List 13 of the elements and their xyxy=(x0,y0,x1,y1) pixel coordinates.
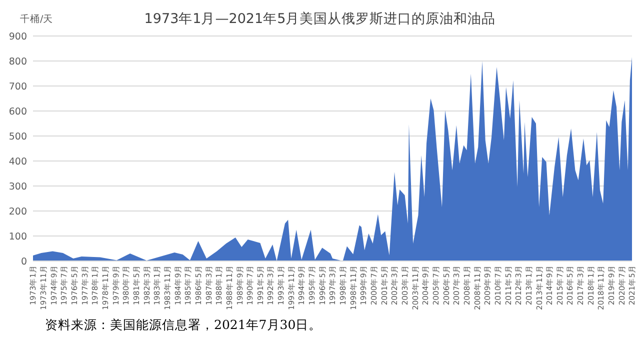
text: 资料来源：美国能源信息署，2021年7月30日。 xyxy=(45,317,322,332)
y-tick-label: 900 xyxy=(8,32,27,42)
y-tick-label: 800 xyxy=(8,56,27,68)
y-tick-label: 0 xyxy=(20,256,27,268)
chart-title: 1973年1月—2021年5月美国从俄罗斯进口的原油和油品 xyxy=(144,11,496,27)
y-tick-label: 400 xyxy=(8,156,27,168)
y-tick-label: 100 xyxy=(8,232,27,242)
y-tick-label: 200 xyxy=(8,206,27,218)
y-tick-label: 300 xyxy=(8,182,27,192)
y-tick-label: 600 xyxy=(8,106,27,118)
y-axis-title: 千桶/天 xyxy=(20,13,54,25)
y-tick-label: 700 xyxy=(8,82,27,92)
y-tick-label: 500 xyxy=(8,132,27,142)
